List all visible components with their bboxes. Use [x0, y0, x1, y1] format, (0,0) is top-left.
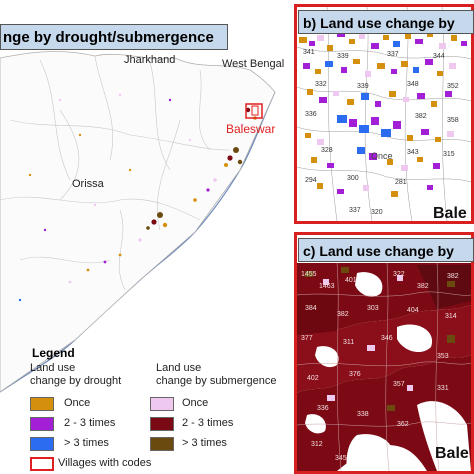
legend-villages-item: Villages with codes [30, 456, 210, 472]
village-code: 1455 [301, 271, 317, 278]
village-code: 382 [447, 273, 459, 280]
village-code: 377 [301, 335, 313, 342]
village-code: 357 [393, 381, 405, 388]
legend-drought-item: Once [30, 396, 150, 412]
coastline [0, 91, 276, 393]
village-code: 348 [407, 81, 419, 88]
village-code: 382 [415, 113, 427, 120]
swatch-drought-once [30, 397, 54, 411]
change-dots [18, 93, 257, 302]
village-code: 346 [381, 335, 393, 342]
village-code: 339 [337, 53, 349, 60]
place-west-bengal: West Bengal [222, 58, 285, 70]
panel-c-unchanged [305, 272, 471, 471]
village-code: 1463 [319, 283, 335, 290]
baleswar-box [245, 103, 263, 119]
swatch-sub-gt3 [150, 437, 174, 451]
panel-a-main-map: nge by drought/submergence Jharkhand Wes… [0, 24, 292, 474]
village-code: 311 [343, 339, 355, 346]
legend-sub-gt3-label: > 3 times [182, 437, 227, 449]
village-code: 314 [445, 313, 457, 320]
panel-c-village-lines [297, 262, 471, 471]
village-code: 320 [371, 209, 383, 216]
panel-c-title: c) Land use change by [298, 238, 474, 262]
village-code: 312 [311, 441, 323, 448]
panel-b-codes: 341 339 337 344 332 339 348 352 336 382 … [297, 7, 471, 221]
place-baleswar: Baleswar [226, 122, 276, 136]
legend-submergence-header-line2: change by submergence [156, 375, 277, 387]
legend-drought-header: Land use change by drought [30, 362, 150, 388]
swatch-villages [30, 457, 54, 471]
swatch-drought-2-3 [30, 417, 54, 431]
village-code: 294 [305, 177, 317, 184]
legend: Legend Land use change by drought Land u… [30, 346, 292, 474]
village-code: 281 [395, 179, 407, 186]
legend-sub-2-3-label: 2 - 3 times [182, 417, 234, 429]
village-code: 401 [345, 277, 357, 284]
village-code: 338 [357, 411, 369, 418]
village-code: 336 [317, 405, 329, 412]
village-code: 336 [305, 111, 317, 118]
village-code: 332 [315, 81, 327, 88]
village-code: 402 [307, 375, 319, 382]
village-code: 328 [321, 147, 333, 154]
village-code: 337 [387, 51, 399, 58]
village-code: 384 [305, 305, 317, 312]
village-code: 344 [433, 53, 445, 60]
panel-c-codes: 1455 1463 401 322 382 382 384 382 303 40… [297, 235, 471, 471]
place-orissa: Orissa [72, 178, 104, 190]
village-code: 331 [437, 385, 449, 392]
village-code: 339 [357, 83, 369, 90]
village-code: 343 [407, 149, 419, 156]
legend-submergence-item: Once [150, 396, 290, 412]
village-code: 341 [303, 49, 315, 56]
swatch-sub-once [150, 397, 174, 411]
panel-a-title: nge by drought/submergence [0, 24, 228, 50]
village-code: 362 [397, 421, 409, 428]
legend-sub-once-label: Once [182, 397, 209, 409]
legend-drought-2-3-label: 2 - 3 times [64, 417, 116, 429]
legend-drought-header-line2: change by drought [30, 375, 122, 387]
village-code: 404 [407, 307, 419, 314]
village-code: 358 [447, 117, 459, 124]
panel-b-inset-label: Once [371, 151, 393, 161]
state-map [0, 51, 276, 393]
legend-drought-item: > 3 times [30, 436, 150, 452]
panel-b-title: b) Land use change by [298, 10, 474, 34]
legend-drought-once-label: Once [64, 397, 91, 409]
village-code: 382 [337, 311, 349, 318]
village-code: 322 [393, 271, 405, 278]
legend-submergence-header-line1: Land use [156, 362, 202, 374]
village-code: 352 [447, 83, 459, 90]
legend-drought-item: 2 - 3 times [30, 416, 150, 432]
village-code: 300 [347, 175, 359, 182]
panel-c-map: 1455 1463 401 322 382 382 384 382 303 40… [294, 232, 474, 474]
place-jharkhand: Jharkhand [124, 54, 176, 66]
legend-villages-label: Villages with codes [58, 457, 152, 469]
legend-submergence-header: Land use change by submergence [156, 362, 296, 388]
panel-b-map: 341 339 337 344 332 339 348 352 336 382 … [294, 4, 474, 224]
village-code: 337 [349, 207, 361, 214]
village-code: 303 [367, 305, 379, 312]
panel-c-bottom-label: Bale [435, 445, 469, 462]
legend-drought-header-line1: Land use [30, 362, 76, 374]
village-code: 382 [417, 283, 429, 290]
panel-b-bottom-label: Bale [433, 205, 467, 222]
panel-b-change-pixels [299, 31, 467, 197]
village-code: 345 [335, 455, 347, 462]
panel-c-map-canvas [297, 235, 471, 471]
legend-drought-gt3-label: > 3 times [64, 437, 109, 449]
legend-submergence-item: 2 - 3 times [150, 416, 290, 432]
legend-submergence-item: > 3 times [150, 436, 290, 452]
legend-title: Legend [32, 346, 75, 360]
panel-c-speckles [305, 267, 455, 411]
village-code: 315 [443, 151, 455, 158]
village-code: 353 [437, 353, 449, 360]
village-code: 376 [349, 371, 361, 378]
swatch-drought-gt3 [30, 437, 54, 451]
district-lines [0, 55, 231, 291]
swatch-sub-2-3 [150, 417, 174, 431]
state-outline [0, 51, 276, 393]
